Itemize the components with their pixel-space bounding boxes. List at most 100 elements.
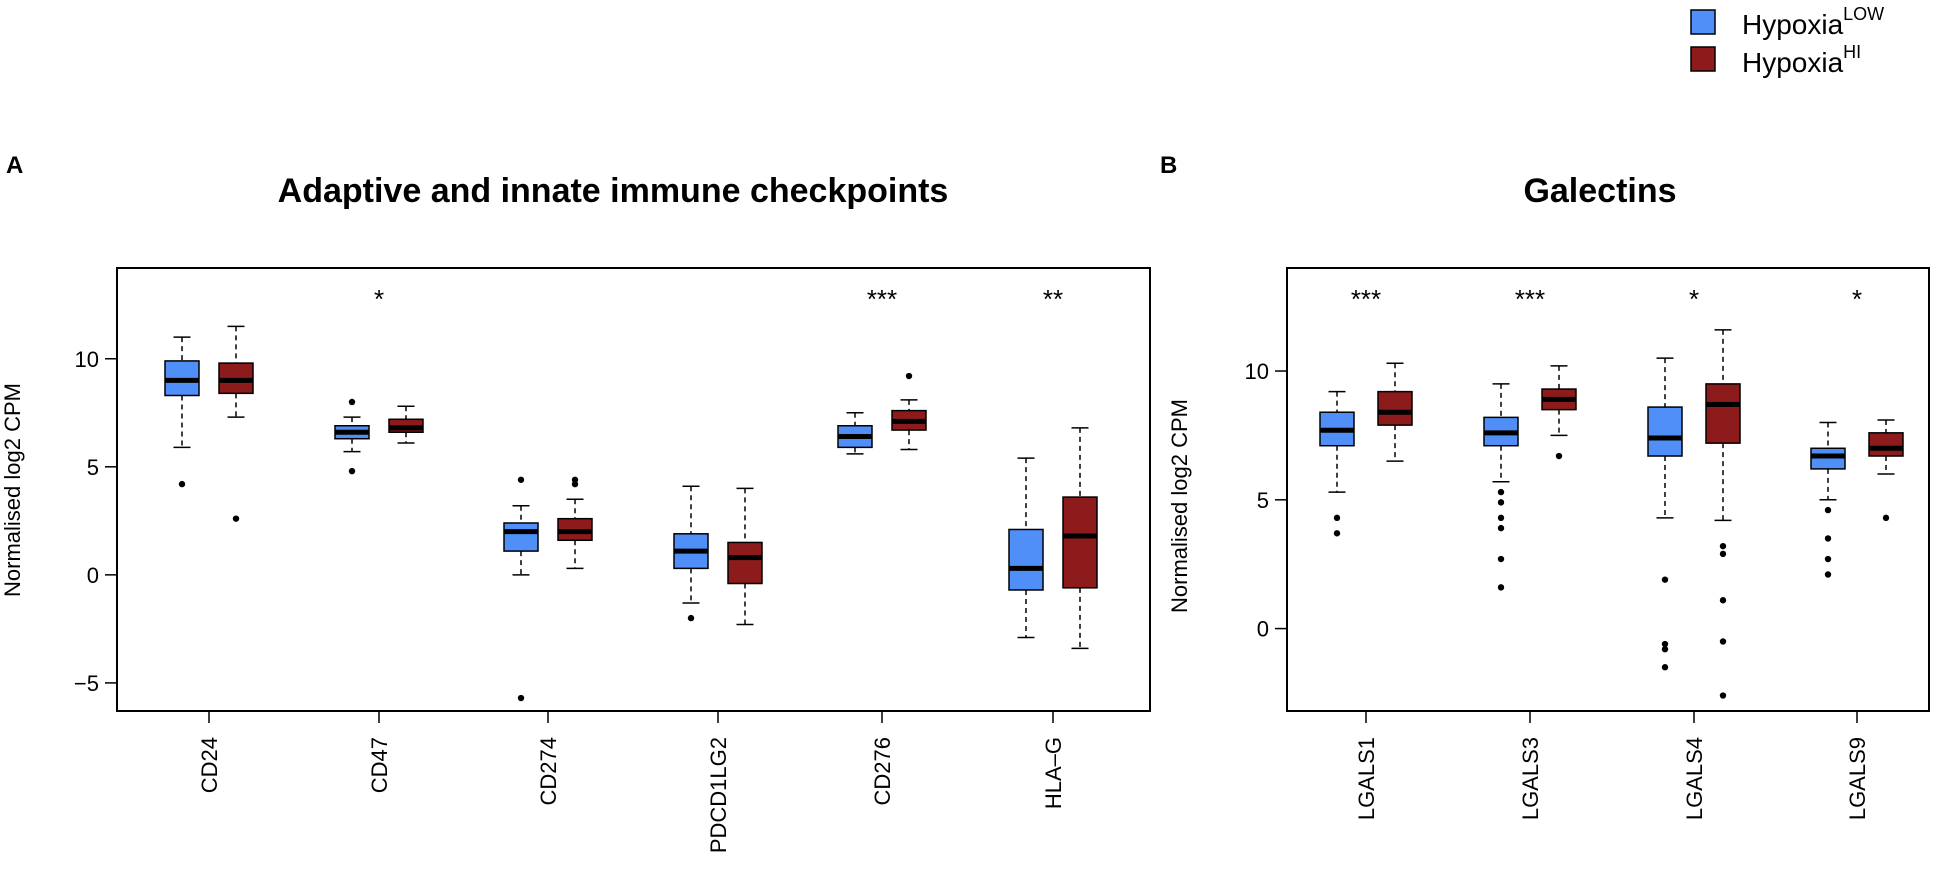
panel-b-y-axis-label: Normalised log2 CPM xyxy=(1167,399,1192,613)
significance-label: *** xyxy=(867,284,897,314)
box-low-LGALS1 xyxy=(1319,390,1355,537)
legend-item-hi: HypoxiaHI xyxy=(1690,42,1861,78)
outlier-point xyxy=(905,372,913,380)
box-iqr xyxy=(1377,390,1413,426)
box-iqr xyxy=(1647,406,1683,457)
box-low-CD276 xyxy=(837,412,873,455)
box-hi-CD24 xyxy=(218,325,254,522)
y-tick-label: −5 xyxy=(74,671,99,696)
box-iqr xyxy=(1810,447,1846,470)
box-low-LGALS4 xyxy=(1647,357,1683,671)
outlier-point xyxy=(1555,452,1563,460)
y-tick-label: 0 xyxy=(1257,617,1269,642)
box-iqr xyxy=(727,541,763,585)
outlier-point xyxy=(1824,571,1832,578)
box-hi-LGALS3 xyxy=(1541,365,1577,460)
box-low-HLA–G xyxy=(1008,457,1044,639)
outlier-point xyxy=(1333,514,1341,522)
panel-b-chart: B Galectins Normalised log2 CPM 0 5 10 LGAL… xyxy=(1160,152,1930,820)
x-tick-label: CD276 xyxy=(870,737,895,805)
box-low-LGALS9 xyxy=(1810,421,1846,578)
outlier-point xyxy=(1719,692,1727,699)
outlier-point xyxy=(1497,524,1505,532)
outlier-point xyxy=(1497,488,1505,496)
outlier-point xyxy=(1882,514,1890,522)
outlier-point xyxy=(1661,576,1669,583)
panel-a-label: A xyxy=(6,152,23,179)
box-low-PDCD1LG2 xyxy=(673,485,709,622)
outlier-point xyxy=(1497,584,1505,591)
box-hi-PDCD1LG2 xyxy=(727,487,763,626)
box-low-CD47 xyxy=(334,398,370,475)
box-low-CD274 xyxy=(503,476,539,702)
box-hi-CD276 xyxy=(891,372,927,451)
legend-label-low-base: Hypoxia xyxy=(1742,9,1844,40)
outlier-point xyxy=(1719,597,1727,604)
x-tick-label: CD47 xyxy=(367,737,392,793)
outlier-point xyxy=(232,515,240,522)
panel-a-title: Adaptive and innate immune checkpoints xyxy=(278,172,949,210)
panel-b-marks: 0 5 10 LGALS1 *** LGALS3 *** LGALS4 * LGALS9 * xyxy=(1245,284,1904,820)
outlier-point xyxy=(1719,550,1727,558)
box-iqr xyxy=(503,522,539,552)
x-tick-label: LGALS9 xyxy=(1845,737,1870,820)
significance-label: * xyxy=(1852,284,1862,314)
legend-label-hi-sup: HI xyxy=(1843,42,1861,62)
outlier-point xyxy=(1333,530,1341,537)
x-tick-label: PDCD1LG2 xyxy=(706,737,731,853)
legend: HypoxiaLOW HypoxiaHI xyxy=(1690,4,1884,78)
x-tick-label: HLA–G xyxy=(1041,737,1066,809)
outlier-point xyxy=(687,614,695,622)
box-iqr xyxy=(1868,432,1904,457)
outlier-point xyxy=(1497,514,1505,522)
y-tick-label: 0 xyxy=(87,563,99,588)
outlier-point xyxy=(1824,555,1832,563)
outlier-point xyxy=(348,467,356,475)
x-tick-label: CD274 xyxy=(536,737,561,805)
panel-b-label: B xyxy=(1160,152,1177,179)
outlier-point xyxy=(1719,542,1727,550)
outlier-point xyxy=(1661,645,1669,653)
box-iqr xyxy=(1062,496,1098,589)
outlier-point xyxy=(1824,535,1832,542)
outlier-point xyxy=(571,476,579,483)
outlier-point xyxy=(1661,640,1669,648)
box-iqr xyxy=(1008,528,1044,591)
significance-label: * xyxy=(374,284,384,314)
outlier-point xyxy=(1824,506,1832,514)
significance-label: ** xyxy=(1043,284,1063,314)
x-tick-label: CD24 xyxy=(197,737,222,793)
box-hi-LGALS9 xyxy=(1868,419,1904,522)
outlier-point xyxy=(1497,555,1505,563)
outlier-point xyxy=(348,398,356,406)
y-tick-label: 5 xyxy=(1257,488,1269,513)
panel-b-plot-frame xyxy=(1286,267,1930,712)
x-tick-label: LGALS4 xyxy=(1682,737,1707,820)
legend-label-low: HypoxiaLOW xyxy=(1742,4,1884,40)
box-hi-CD47 xyxy=(388,405,424,444)
outlier-point xyxy=(178,480,186,488)
legend-swatch-hi xyxy=(1690,46,1716,72)
box-hi-LGALS4 xyxy=(1705,329,1741,699)
significance-label: * xyxy=(1689,284,1699,314)
panel-a-plot-frame xyxy=(116,267,1151,712)
x-tick-label: LGALS3 xyxy=(1518,737,1543,820)
outlier-point xyxy=(1719,638,1727,645)
panel-b-title: Galectins xyxy=(1523,172,1676,210)
outlier-point xyxy=(517,694,525,702)
box-hi-LGALS1 xyxy=(1377,362,1413,462)
y-tick-label: 5 xyxy=(87,455,99,480)
box-hi-CD274 xyxy=(557,476,593,570)
legend-item-low: HypoxiaLOW xyxy=(1690,4,1884,40)
significance-label: *** xyxy=(1515,284,1545,314)
box-low-CD24 xyxy=(164,336,200,488)
legend-label-hi-base: Hypoxia xyxy=(1742,47,1844,78)
panel-a-marks: −5 0 5 10 CD24 CD47 * CD274 PDCD1LG2 CD276 *** HLA–… xyxy=(74,284,1098,853)
y-tick-label: 10 xyxy=(75,347,99,372)
panel-a-y-axis-label: Normalised log2 CPM xyxy=(0,383,25,597)
box-hi-HLA–G xyxy=(1062,427,1098,650)
legend-swatch-low xyxy=(1690,9,1716,35)
legend-label-hi: HypoxiaHI xyxy=(1742,42,1861,78)
legend-label-low-sup: LOW xyxy=(1843,4,1884,24)
